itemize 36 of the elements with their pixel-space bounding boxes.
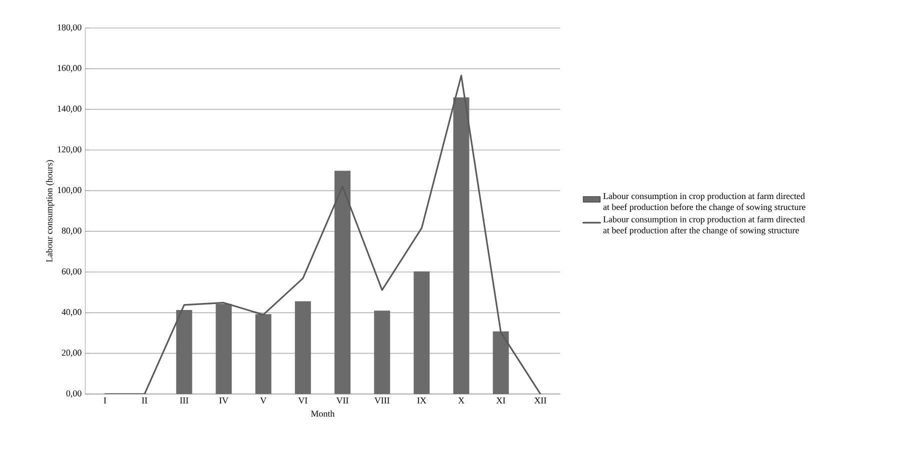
x-tick-label: VIII xyxy=(374,398,390,404)
y-tick-label: 40,00 xyxy=(62,308,82,316)
bar xyxy=(255,314,272,394)
bar xyxy=(294,301,311,394)
line-series xyxy=(104,74,542,394)
y-tick-label: 20,00 xyxy=(62,350,82,357)
x-tick-label: III xyxy=(180,398,188,404)
x-axis-title: Month xyxy=(311,410,335,417)
y-axis-title: Labour consumption (hours) xyxy=(46,160,54,262)
bar xyxy=(414,271,430,394)
y-tick-label: 100,00 xyxy=(58,186,82,194)
y-tick-label: 140,00 xyxy=(58,106,82,113)
bar xyxy=(374,310,390,394)
y-tick-label: 160,00 xyxy=(58,64,82,72)
y-tick-label: 180,00 xyxy=(58,24,82,32)
x-tick-label: VII xyxy=(336,398,348,404)
x-tick-label: II xyxy=(142,398,148,404)
y-tick-label: 80,00 xyxy=(62,228,82,235)
y-tick-label: 120,00 xyxy=(58,146,82,154)
x-tick-label: IX xyxy=(417,398,426,404)
x-tick-label: I xyxy=(104,398,106,404)
bar xyxy=(216,304,232,394)
bar xyxy=(453,97,470,394)
y-tick-label: 0,00 xyxy=(66,390,82,398)
x-tick-label: XI xyxy=(496,398,506,404)
legend-label: Labour consumption in crop production at farm directed at beef production after the change of sowing structure xyxy=(603,216,805,236)
x-tick-label: VI xyxy=(298,398,308,404)
x-tick-label: IV xyxy=(219,398,228,404)
bar xyxy=(334,170,351,394)
x-tick-label: V xyxy=(260,398,266,404)
bar xyxy=(176,310,192,394)
x-tick-label: XII xyxy=(534,398,546,404)
x-tick-label: X xyxy=(458,398,464,404)
bar xyxy=(492,331,509,394)
legend-label: Labour consumption in crop production at farm directed at beef production before the change of sowing structure xyxy=(603,192,806,212)
y-tick-label: 60,00 xyxy=(62,268,82,276)
